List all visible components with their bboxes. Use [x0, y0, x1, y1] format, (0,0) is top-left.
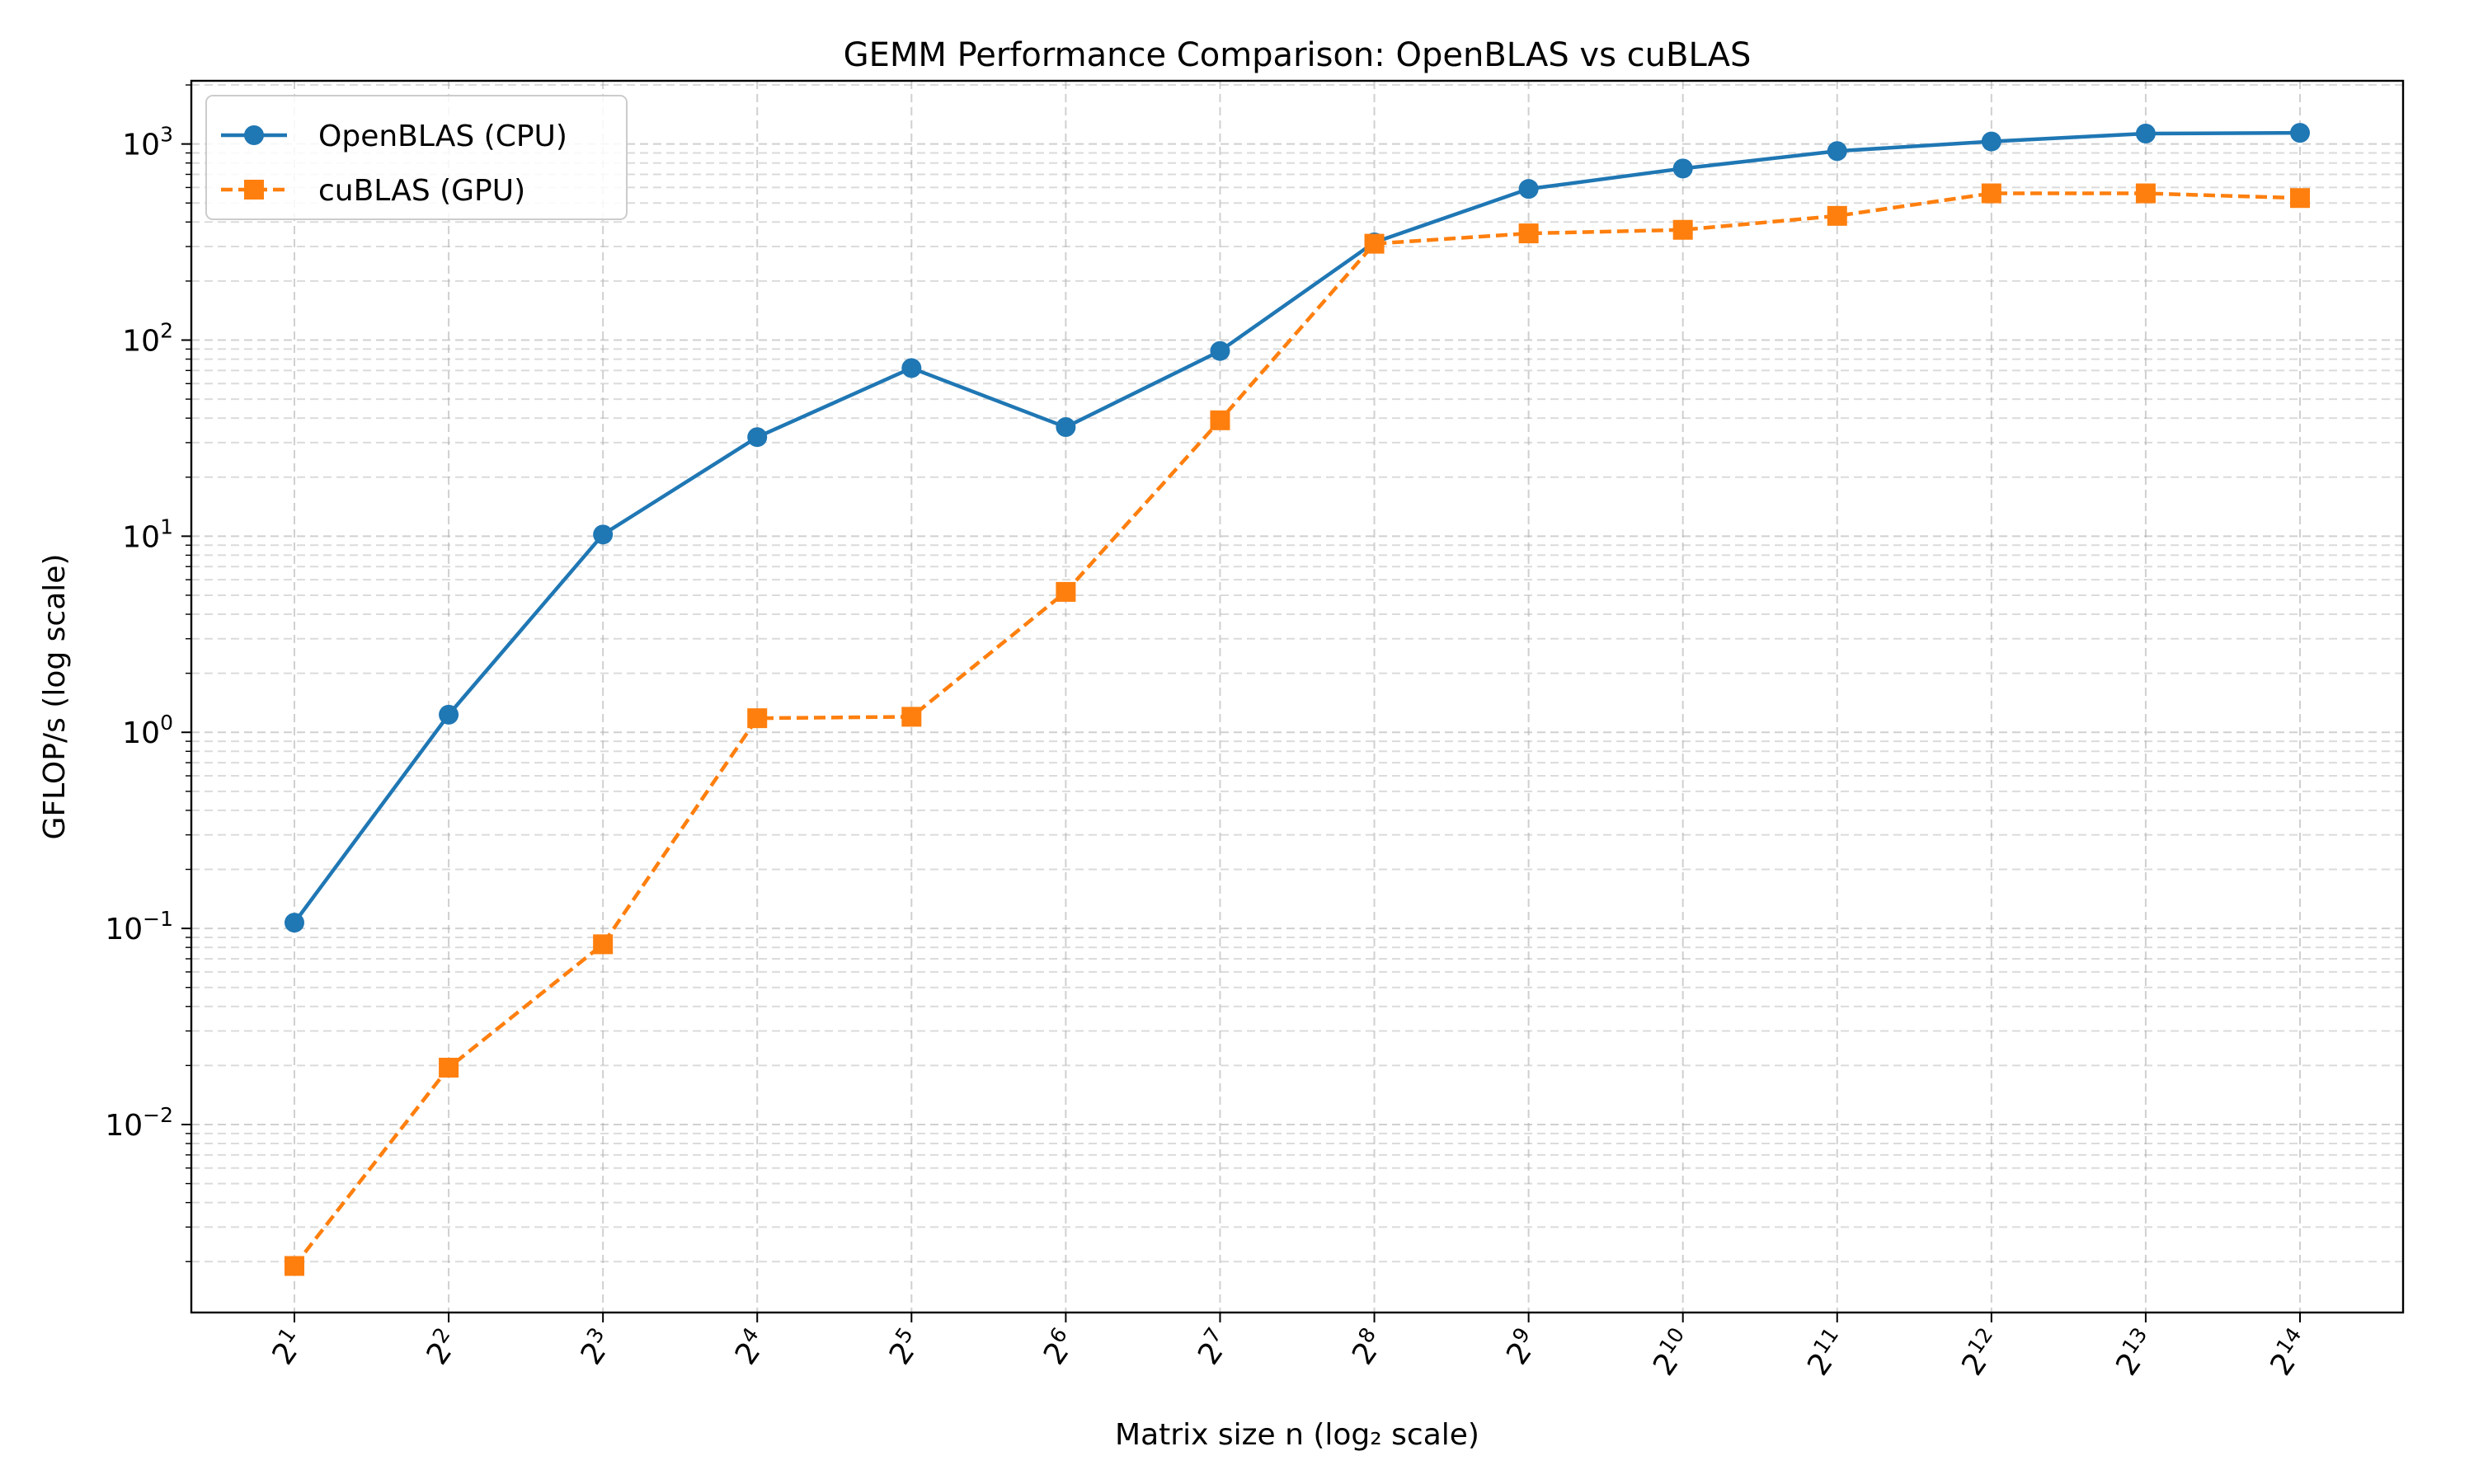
x-tick-label: 213	[2106, 1323, 2163, 1382]
y-tick-exponent: −2	[143, 1103, 173, 1127]
legend-label: cuBLAS (GPU)	[318, 174, 525, 208]
grid	[191, 81, 2403, 1313]
y-tick-base: 10	[122, 325, 160, 359]
x-tick-label: 211	[1798, 1323, 1855, 1382]
y-tick-label: 10−1	[105, 907, 173, 946]
data-point	[1056, 581, 1076, 602]
x-tick-label: 22	[417, 1323, 467, 1371]
legend-label: OpenBLAS (CPU)	[318, 120, 567, 153]
legend: OpenBLAS (CPU) cuBLAS (GPU)	[205, 95, 628, 220]
x-tick-label: 25	[880, 1323, 929, 1371]
y-axis-label: GFLOP/s (log scale)	[38, 554, 72, 840]
x-tick-label: 210	[1644, 1323, 1700, 1382]
legend-marker	[244, 180, 264, 200]
data-point	[1210, 410, 1230, 430]
x-tick-label: 27	[1188, 1323, 1238, 1371]
y-tick-label: 103	[122, 123, 173, 162]
data-point	[1364, 233, 1385, 254]
data-point	[2290, 123, 2310, 143]
data-point	[1518, 179, 1539, 200]
data-point	[1827, 205, 1847, 226]
y-tick-exponent: 1	[160, 514, 173, 538]
x-axis-label: Matrix size n (log₂ scale)	[1115, 1418, 1479, 1452]
data-point	[1056, 417, 1076, 438]
series-1	[285, 123, 2310, 933]
data-point	[285, 1256, 304, 1276]
x-tick-label: 28	[1343, 1323, 1392, 1371]
legend-box	[205, 95, 628, 220]
y-tick-base: 10	[105, 913, 143, 946]
chart-title: GEMM Performance Comparison: OpenBLAS vs…	[844, 36, 1752, 74]
y-tick-base: 10	[122, 520, 160, 554]
plot-frame	[190, 79, 2405, 1314]
data-point	[901, 707, 922, 727]
x-tick-label: 24	[726, 1323, 775, 1371]
data-point	[1672, 219, 1693, 240]
y-tick-exponent: 0	[160, 711, 173, 735]
data-point	[2135, 124, 2156, 144]
y-tick-exponent: 3	[160, 123, 173, 147]
y-tick-exponent: −1	[143, 907, 173, 931]
y-tick-base: 10	[105, 1109, 143, 1143]
y-tick-base: 10	[122, 716, 160, 750]
y-tick-label: 100	[122, 711, 173, 750]
data-point	[2290, 188, 2310, 209]
data-point	[439, 704, 459, 725]
series-line	[293, 191, 2301, 1267]
data-point	[2135, 183, 2156, 204]
data-point	[285, 913, 304, 933]
data-point	[1827, 141, 1847, 162]
data-point	[593, 524, 614, 545]
data-point	[593, 934, 614, 955]
x-tick-label: 212	[1952, 1323, 2009, 1382]
x-tick-label: 26	[1034, 1323, 1084, 1371]
data-point	[1210, 340, 1230, 361]
y-tick-label: 10−2	[105, 1103, 173, 1143]
data-point	[1981, 131, 2001, 152]
x-tick-label: 23	[571, 1323, 621, 1371]
y-tick-exponent: 2	[160, 319, 173, 343]
y-tick-label: 101	[122, 514, 173, 554]
y-tick-base: 10	[122, 129, 160, 162]
data-point	[1672, 158, 1693, 179]
x-tick-label: 214	[2260, 1323, 2317, 1382]
data-point	[747, 427, 768, 448]
data-point	[1981, 183, 2001, 204]
x-tick-label: 21	[262, 1323, 312, 1371]
legend-marker	[244, 125, 264, 145]
series-2	[285, 183, 2310, 1276]
data-point	[901, 358, 922, 378]
data-point	[747, 708, 768, 729]
x-tick-label: 29	[1497, 1323, 1546, 1371]
data-point	[439, 1057, 459, 1078]
series-line	[293, 130, 2301, 924]
y-tick-label: 102	[122, 319, 173, 359]
series-layer	[285, 123, 2310, 1276]
data-point	[1518, 223, 1539, 244]
